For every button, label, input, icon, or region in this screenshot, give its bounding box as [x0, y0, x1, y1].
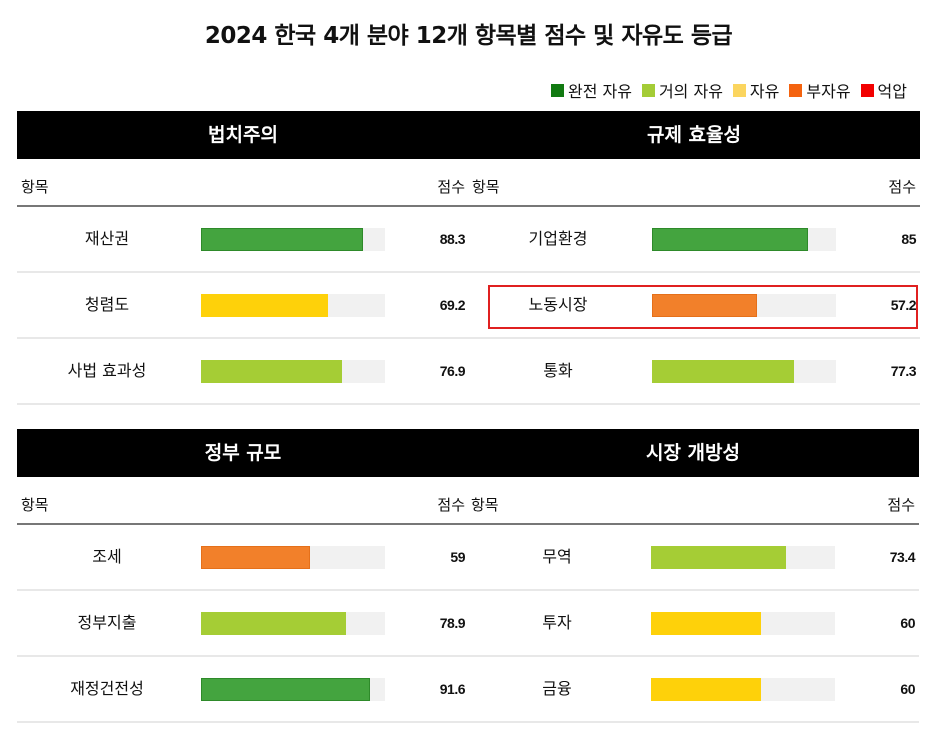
column-header: 항목 점수 [468, 159, 920, 207]
item-column-label: 항목 [471, 496, 499, 514]
bar-fill [652, 294, 758, 317]
column-header: 항목 점수 [17, 477, 469, 525]
bar-fill [201, 294, 329, 317]
item-label: 조세 [92, 547, 122, 566]
score-value: 69.2 [439, 297, 466, 313]
legend-label: 자유 [749, 82, 780, 101]
table-row: 조세 59 [17, 525, 469, 591]
item-label: 노동시장 [528, 295, 588, 314]
score-value: 88.3 [439, 231, 466, 247]
table-row: 통화 77.3 [468, 339, 920, 405]
highlight-box-labor-market [488, 285, 918, 329]
table-row: 금융 60 [467, 657, 919, 723]
legend-label: 억압 [877, 82, 907, 101]
score-column-label: 점수 [887, 496, 915, 514]
bar-fill [201, 228, 364, 251]
table-row: 사법 효과성 76.9 [17, 339, 469, 405]
bar-fill [651, 546, 787, 569]
item-column-label: 항목 [21, 496, 49, 514]
bar-fill [201, 612, 347, 635]
item-column-label: 항목 [472, 178, 500, 196]
bar-track [652, 294, 836, 317]
table-row: 재정건전성 91.6 [17, 657, 469, 723]
bar-fill [652, 360, 795, 383]
bar-fill [651, 678, 762, 701]
item-label: 무역 [542, 547, 572, 566]
score-value: 78.9 [439, 615, 466, 631]
table-row: 무역 73.4 [467, 525, 919, 591]
panel-market-openness: 시장 개방성 항목 점수 무역 73.4 투자 60 금융 60 [467, 429, 919, 723]
score-value: 57.2 [890, 297, 917, 313]
panel-title: 정부 규모 [17, 429, 469, 477]
bar-track [201, 294, 385, 317]
legend-item-full-free: 완전 자유 [550, 78, 632, 102]
score-value: 60 [900, 615, 915, 631]
panel-title: 법치주의 [17, 111, 469, 159]
item-column-label: 항목 [21, 178, 49, 196]
bar-track [652, 360, 836, 383]
score-value: 85 [901, 231, 916, 247]
table-row: 재산권 88.3 [17, 207, 469, 273]
legend-label: 거의 자유 [658, 82, 723, 101]
panel-regulatory-efficiency: 규제 효율성 항목 점수 기업환경 85 노동시장 57.2 통화 77.3 [468, 111, 920, 405]
bar-track [652, 228, 836, 251]
legend-swatch [641, 83, 655, 97]
item-label: 청렴도 [84, 295, 130, 314]
legend-label: 부자유 [806, 82, 851, 101]
legend-swatch [789, 83, 803, 97]
legend: 완전 자유 거의 자유 자유 부자유 억압 [550, 78, 907, 102]
chart-title: 2024 한국 4개 분야 12개 항목별 점수 및 자유도 등급 [204, 23, 733, 49]
table-row: 노동시장 57.2 [468, 273, 920, 339]
score-value: 76.9 [439, 363, 466, 379]
bar-track [651, 546, 835, 569]
score-value: 91.6 [439, 681, 466, 697]
item-label: 금융 [542, 679, 572, 698]
score-column-label: 점수 [888, 178, 916, 196]
item-label: 기업환경 [528, 229, 588, 248]
panel-rule-of-law: 법치주의 항목 점수 재산권 88.3 청렴도 69.2 사법 효과성 76.9 [17, 111, 469, 405]
bar-fill [652, 228, 809, 251]
legend-swatch [550, 83, 564, 97]
panel-title: 규제 효율성 [468, 111, 920, 159]
item-label: 투자 [542, 613, 572, 632]
legend-item-repressed: 억압 [860, 78, 907, 102]
legend-swatch [732, 83, 746, 97]
bar-track [651, 612, 835, 635]
score-value: 73.4 [889, 549, 916, 565]
bar-fill [201, 360, 343, 383]
bar-track [201, 546, 385, 569]
bar-track [201, 678, 385, 701]
legend-item-mostly-free: 거의 자유 [641, 78, 723, 102]
legend-item-free: 자유 [732, 78, 780, 102]
legend-swatch [860, 83, 874, 97]
table-row: 정부지출 78.9 [17, 591, 469, 657]
panel-title: 시장 개방성 [467, 429, 919, 477]
score-column-label: 점수 [437, 178, 465, 196]
bar-track [201, 228, 385, 251]
item-label: 통화 [543, 361, 573, 380]
score-column-label: 점수 [437, 496, 465, 514]
item-label: 재산권 [84, 229, 130, 248]
panel-government-size: 정부 규모 항목 점수 조세 59 정부지출 78.9 재정건전성 91.6 [17, 429, 469, 723]
score-value: 59 [450, 549, 465, 565]
legend-item-unfree: 부자유 [789, 78, 851, 102]
bar-fill [201, 678, 370, 701]
table-row: 청렴도 69.2 [17, 273, 469, 339]
legend-label: 완전 자유 [567, 82, 632, 101]
column-header: 항목 점수 [467, 477, 919, 525]
item-label: 재정건전성 [70, 679, 144, 698]
bar-track [651, 678, 835, 701]
score-value: 60 [900, 681, 915, 697]
item-label: 사법 효과성 [67, 361, 147, 380]
table-row: 투자 60 [467, 591, 919, 657]
bar-fill [201, 546, 310, 569]
bar-track [201, 612, 385, 635]
item-label: 정부지출 [77, 613, 137, 632]
column-header: 항목 점수 [17, 159, 469, 207]
table-row: 기업환경 85 [468, 207, 920, 273]
bar-track [201, 360, 385, 383]
score-value: 77.3 [890, 363, 917, 379]
bar-fill [651, 612, 762, 635]
